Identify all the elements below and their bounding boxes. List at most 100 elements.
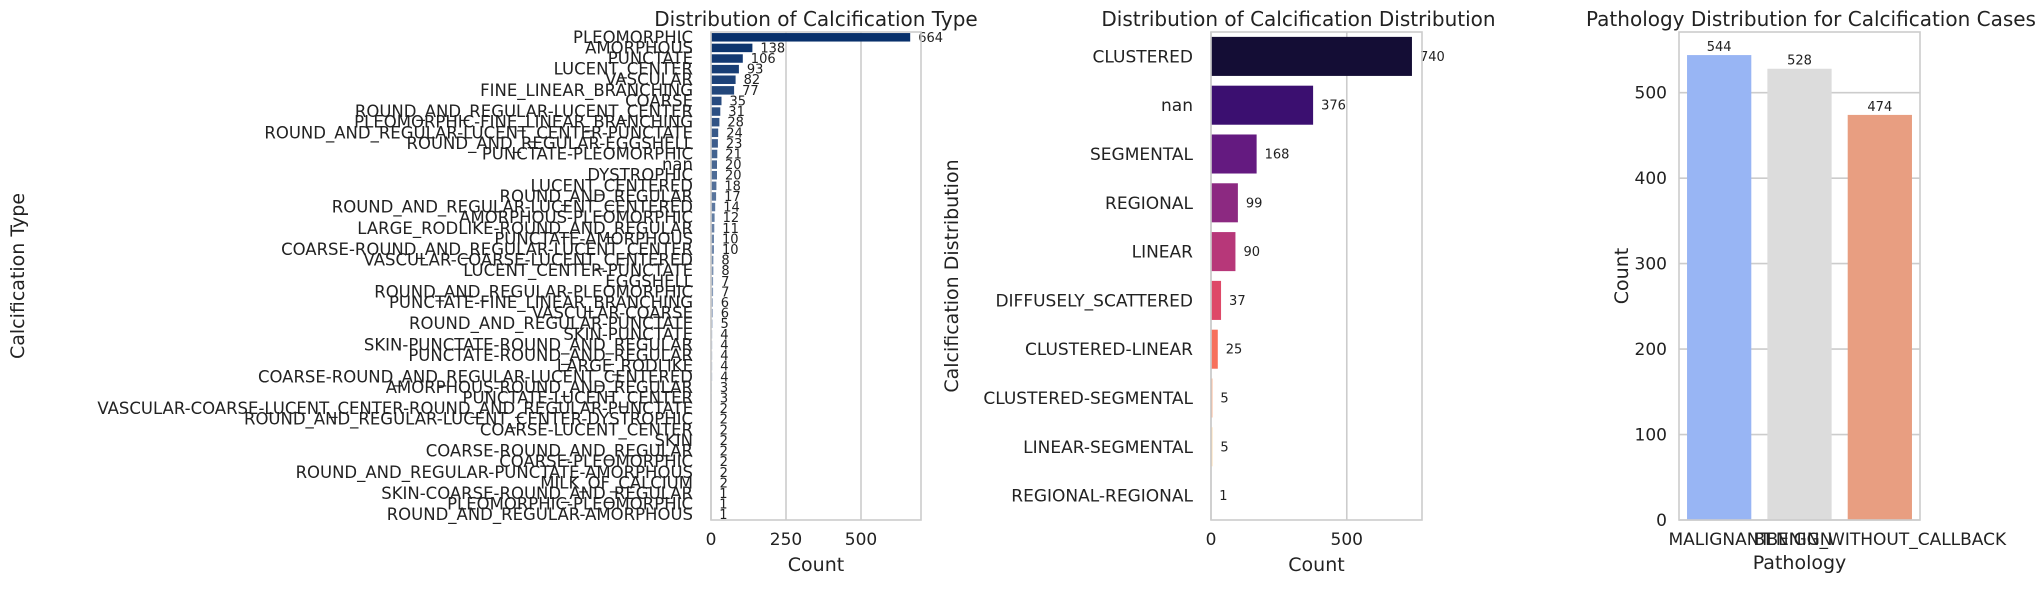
bar	[1211, 329, 1218, 369]
bar-value-label: 1	[1219, 489, 1227, 504]
x-axis-label: Count	[1288, 554, 1344, 576]
category-label: PUNCTATE-FINE_LINEAR_BRANCHING	[389, 293, 693, 313]
bar-value-label: 138	[760, 41, 785, 56]
bar-value-label: 25	[1226, 343, 1243, 358]
category-label: ROUND_AND_REGULAR-EGGSHELL	[407, 134, 694, 154]
category-label: PUNCTATE-LUCENT_CENTER	[463, 389, 693, 409]
category-label: PLEOMORPHIC	[573, 28, 693, 47]
tick-label: 500	[1331, 530, 1363, 550]
chart-title: Pathology Distribution for Calcification…	[1586, 7, 2036, 31]
bar-value-label: 6	[721, 307, 729, 322]
bar	[711, 54, 743, 63]
y-axis-label: Calcification Distribution	[941, 159, 963, 392]
data-labels: 740 376 168 99 90 37 25 5 5 1	[1219, 50, 1445, 504]
bar	[711, 64, 739, 74]
bar-value-label: 5	[1220, 440, 1228, 455]
bar-value-label: 10	[722, 243, 739, 258]
category-label: ROUND_AND_REGULAR-LUCENT_CENTER-PUNCTATE	[264, 123, 693, 143]
bar-value-label: 28	[727, 116, 744, 131]
category-label: MALIGNANT	[1668, 530, 1770, 550]
category-label: LUCENT_CENTER	[554, 60, 693, 80]
bar	[1767, 68, 1832, 520]
category-label: ROUND_AND_REGULAR-LUCENT_CENTERED	[332, 198, 693, 218]
bar-value-label: 4	[720, 360, 728, 375]
bars	[1211, 36, 1412, 516]
bar-value-label: 4	[720, 370, 728, 385]
category-label: COARSE-LUCENT_CENTER	[480, 420, 693, 440]
category-label: SEGMENTAL	[1090, 145, 1194, 165]
category-label: PUNCTATE	[608, 49, 693, 68]
bar	[711, 33, 911, 42]
bar-value-label: 17	[724, 190, 741, 205]
chart-calcification-distribution: 0 500 CLUSTERED nan SEGMENTAL REGIONAL LINEAR…	[941, 7, 1496, 576]
bar	[711, 139, 718, 148]
tick-label: 300	[1635, 255, 1667, 275]
bar-value-label: 2	[720, 423, 728, 438]
data-labels: 6641381069382773531282423212020181714121…	[719, 31, 943, 523]
chart-title: Distribution of Calcification Distributi…	[1101, 7, 1495, 31]
bar-value-label: 99	[1246, 196, 1263, 211]
tick-label: 250	[770, 530, 802, 550]
bar	[711, 224, 715, 233]
bar-value-label: 2	[720, 413, 728, 428]
category-label: LARGE_RODLIKE-ROUND_AND_REGULAR	[357, 219, 693, 239]
bar-value-label: 1	[719, 487, 727, 502]
bar-value-label: 4	[720, 338, 728, 353]
bar-value-label: 8	[721, 254, 729, 269]
category-label: SKIN-COARSE-ROUND_AND_REGULAR	[381, 484, 693, 504]
bar	[1211, 85, 1314, 125]
bar-value-label: 1	[719, 498, 727, 513]
bar	[711, 128, 719, 138]
y-tick-labels: 0 100 200 300 400 500	[1635, 84, 1667, 531]
bar	[711, 107, 721, 116]
category-label: COARSE-PLEOMORPHIC	[499, 452, 693, 471]
category-label: VASCULAR-COARSE	[532, 304, 693, 323]
category-label: PUNCTATE-AMORPHOUS	[494, 229, 693, 248]
category-label: REGIONAL	[1105, 194, 1193, 214]
category-label: ROUND_AND_REGULAR-PUNCTATE-AMORPHOUS	[296, 463, 693, 483]
category-label: LARGE_RODLIKE	[557, 357, 693, 377]
bar-value-label: 93	[747, 63, 764, 78]
category-label: DYSTROPHIC	[587, 166, 693, 185]
bar-value-label: 8	[721, 264, 729, 279]
category-label: EGGSHELL	[605, 272, 693, 291]
category-label: AMORPHOUS	[585, 38, 693, 57]
x-tick-labels: 0 250 500	[706, 530, 878, 550]
category-label: REGIONAL-REGIONAL	[1011, 487, 1193, 507]
category-label: COARSE-ROUND_AND_REGULAR-LUCENT_CENTER	[281, 240, 693, 260]
bar-value-label: 664	[918, 31, 943, 46]
tick-label: 0	[706, 530, 717, 550]
bar	[711, 86, 735, 95]
category-label: LINEAR	[1132, 243, 1194, 263]
bar-value-label: 168	[1265, 148, 1290, 163]
category-label: ROUND_AND_REGULAR-LUCENT_CENTER-DYSTROPH…	[244, 410, 693, 430]
bar	[1211, 134, 1257, 174]
axes-frame	[1210, 31, 1423, 521]
bar-value-label: 5	[721, 317, 729, 332]
category-label: LINEAR-SEGMENTAL	[1023, 438, 1193, 458]
category-label: AMORPHOUS-ROUND_AND_REGULAR	[386, 378, 693, 398]
data-labels: 544 528 474	[1707, 40, 1892, 115]
bar	[711, 266, 714, 275]
bar-value-label: 544	[1707, 40, 1732, 55]
category-label: SKIN	[654, 431, 693, 450]
axes-frame	[710, 31, 922, 521]
bar-value-label: 4	[720, 328, 728, 343]
bar-value-label: 20	[725, 169, 742, 184]
category-label: ROUND_AND_REGULAR-LUCENT_CENTER	[355, 102, 693, 122]
category-label: PUNCTATE-PLEOMORPHIC	[482, 145, 693, 164]
bar-value-label: 474	[1867, 100, 1892, 115]
category-label: COARSE-ROUND_AND_REGULAR	[426, 442, 693, 462]
bar	[711, 181, 717, 191]
y-tick-labels: PLEOMORPHICAMORPHOUSPUNCTATELUCENT_CENTE…	[97, 28, 693, 525]
y-tick-labels: CLUSTERED nan SEGMENTAL REGIONAL LINEAR DIFFU…	[983, 47, 1193, 506]
category-label: ROUND_AND_REGULAR-AMORPHOUS	[387, 505, 693, 525]
y-axis-label: Calcification Type	[7, 193, 29, 359]
bar-value-label: 2	[720, 466, 728, 481]
category-label: SKIN-PUNCTATE	[563, 325, 693, 344]
category-label: ROUND_AND_REGULAR-PLEOMORPHIC	[374, 282, 693, 302]
category-label: SKIN-PUNCTATE-ROUND_AND_REGULAR	[364, 335, 693, 355]
bar-value-label: 1	[719, 508, 727, 523]
